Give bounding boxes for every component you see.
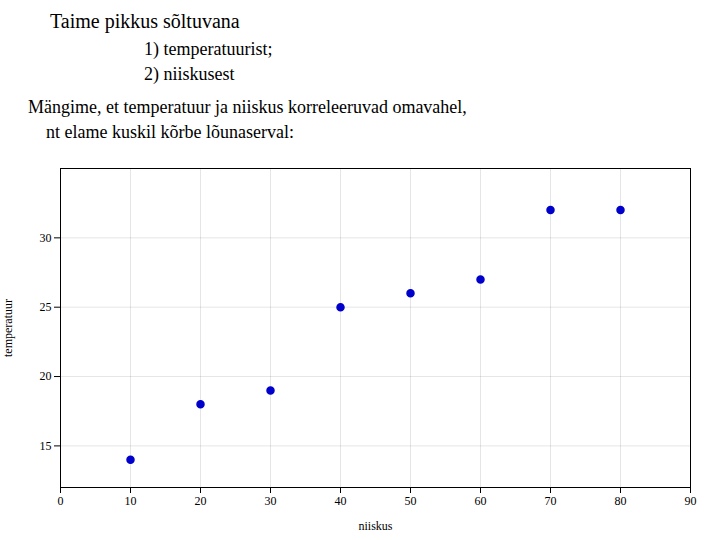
- html-text:Taime pikkus sõltuvana: Taime pikkus sõltuvana: [50, 10, 240, 32]
- svg-text:30: 30: [40, 231, 52, 245]
- svg-text:15: 15: [40, 439, 52, 453]
- svg-text:30: 30: [265, 494, 277, 508]
- html-text:2) niiskusest: 2) niiskusest: [144, 64, 235, 85]
- svg-text:80: 80: [615, 494, 627, 508]
- svg-text:70: 70: [545, 494, 557, 508]
- svg-text:niiskus: niiskus: [358, 518, 392, 532]
- html-text:nt elame kuskil kõrbe lõunaser: nt elame kuskil kõrbe lõunaserval:: [28, 121, 294, 142]
- svg-text:0: 0: [58, 494, 64, 508]
- svg-text:90: 90: [685, 494, 697, 508]
- svg-text:20: 20: [195, 494, 207, 508]
- svg-text:60: 60: [475, 494, 487, 508]
- svg-text:10: 10: [125, 494, 137, 508]
- html-text:1) temperatuurist;: 1) temperatuurist;: [144, 39, 273, 59]
- svg-text:temperatuur: temperatuur: [1, 299, 15, 357]
- svg-text:40: 40: [335, 494, 347, 508]
- svg-text:20: 20: [40, 369, 52, 383]
- svg-text:25: 25: [40, 300, 52, 314]
- svg-text:50: 50: [405, 494, 417, 508]
- html-text:Mängime, et temperatuur ja nii: Mängime, et temperatuur ja niiskus korre…: [28, 97, 467, 118]
